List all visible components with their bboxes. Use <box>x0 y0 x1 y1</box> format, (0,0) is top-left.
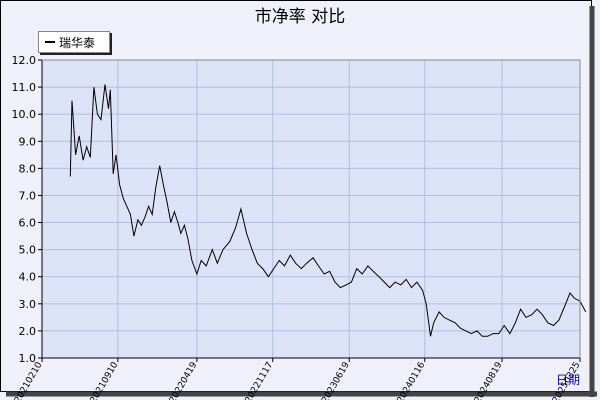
y-tick-label: 12.0 <box>12 54 37 67</box>
legend-swatch <box>45 41 55 43</box>
y-tick-label: 6.0 <box>19 217 37 230</box>
y-tick-label: 2.0 <box>19 325 37 338</box>
y-tick-label: 4.0 <box>19 271 37 284</box>
legend-label: 瑞华泰 <box>59 35 96 50</box>
legend: 瑞华泰 <box>38 31 110 53</box>
y-tick-label: 8.0 <box>19 162 37 175</box>
chart-title: 市净率 对比 <box>255 7 345 27</box>
series-line <box>69 84 587 337</box>
y-tick-label: 10.0 <box>12 108 37 121</box>
y-tick-label: 1.0 <box>19 352 37 365</box>
y-tick-label: 3.0 <box>19 298 37 311</box>
plot-background <box>42 60 580 358</box>
y-tick-label: 9.0 <box>19 135 37 148</box>
plot-area: 1.02.03.04.05.06.07.08.09.010.011.012.02… <box>12 54 587 400</box>
y-tick-label: 11.0 <box>12 81 37 94</box>
y-tick-label: 7.0 <box>19 189 37 202</box>
x-axis-label: 日期 <box>556 373 580 387</box>
y-tick-label: 5.0 <box>19 244 37 257</box>
